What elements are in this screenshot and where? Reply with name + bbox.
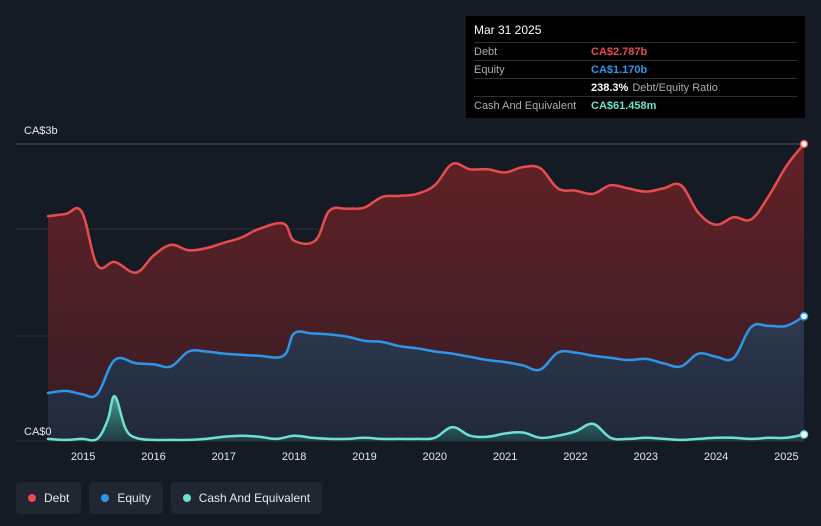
legend: Debt Equity Cash And Equivalent: [16, 482, 323, 514]
cash-line: [46, 394, 806, 442]
legend-dot-icon: [101, 494, 110, 502]
x-tick-label: 2021: [493, 451, 517, 463]
tooltip-date: Mar 31 2025: [474, 23, 542, 37]
x-tick-label: 2024: [704, 451, 728, 463]
tooltip-row-ratio: 238.3% Debt/Equity Ratio: [474, 78, 797, 96]
cash-area: [48, 396, 804, 441]
tooltip-label: Debt: [474, 45, 498, 58]
tooltip-label: Equity: [474, 63, 505, 76]
equity-area: [48, 316, 804, 441]
legend-label: Equity: [117, 491, 151, 505]
x-tick-label: 2022: [563, 451, 587, 463]
legend-label: Cash And Equivalent: [198, 491, 311, 505]
legend-label: Debt: [44, 491, 70, 505]
cash-end-marker: [799, 430, 809, 439]
y-tick-label-bottom: CA$0: [24, 426, 52, 438]
debt-end-marker: [799, 139, 809, 149]
tooltip-value: CA$2.787b: [591, 45, 648, 58]
legend-item-equity[interactable]: Equity: [89, 482, 163, 514]
x-tick-label: 2016: [141, 451, 165, 463]
x-tick-label: 2023: [634, 451, 658, 463]
series-areas: [48, 144, 804, 441]
series-end-markers: [799, 139, 809, 439]
tooltip-value: CA$61.458m: [591, 99, 657, 112]
y-tick-label-top: CA$3b: [24, 125, 58, 137]
tooltip-suffix: Debt/Equity Ratio: [632, 81, 718, 94]
x-tick-label: 2025: [774, 451, 798, 463]
tooltip-value: CA$1.170b: [591, 63, 648, 76]
tooltip-row-equity: Equity CA$1.170b: [474, 60, 797, 78]
series-lines: [46, 142, 806, 442]
y-axis: CA$3b CA$0: [24, 125, 58, 438]
tooltip-row-debt: Debt CA$2.787b: [474, 42, 797, 60]
legend-dot-icon: [28, 494, 36, 502]
equity-end-marker: [799, 312, 809, 321]
x-tick-label: 2017: [212, 451, 236, 463]
x-axis: 2015 2016 2017 2018 2019 2020 2021 2022 2023 2024…: [71, 451, 799, 463]
tooltip-label: Cash And Equivalent: [474, 99, 577, 112]
tooltip-row-cash: Cash And Equivalent CA$61.458m: [474, 96, 797, 114]
debt-line: [46, 142, 806, 274]
legend-item-debt[interactable]: Debt: [16, 482, 82, 514]
x-tick-label: 2019: [352, 451, 376, 463]
legend-dot-icon: [182, 494, 191, 502]
x-tick-label: 2020: [423, 451, 447, 463]
tooltip-value: 238.3%: [591, 81, 629, 94]
equity-line: [46, 315, 806, 399]
x-tick-label: 2018: [282, 451, 306, 463]
tooltip-panel: Mar 31 2025 Debt CA$2.787b Equity CA$1.1…: [466, 16, 805, 118]
x-tick-label: 2015: [71, 451, 95, 463]
legend-item-cash[interactable]: Cash And Equivalent: [170, 482, 323, 514]
